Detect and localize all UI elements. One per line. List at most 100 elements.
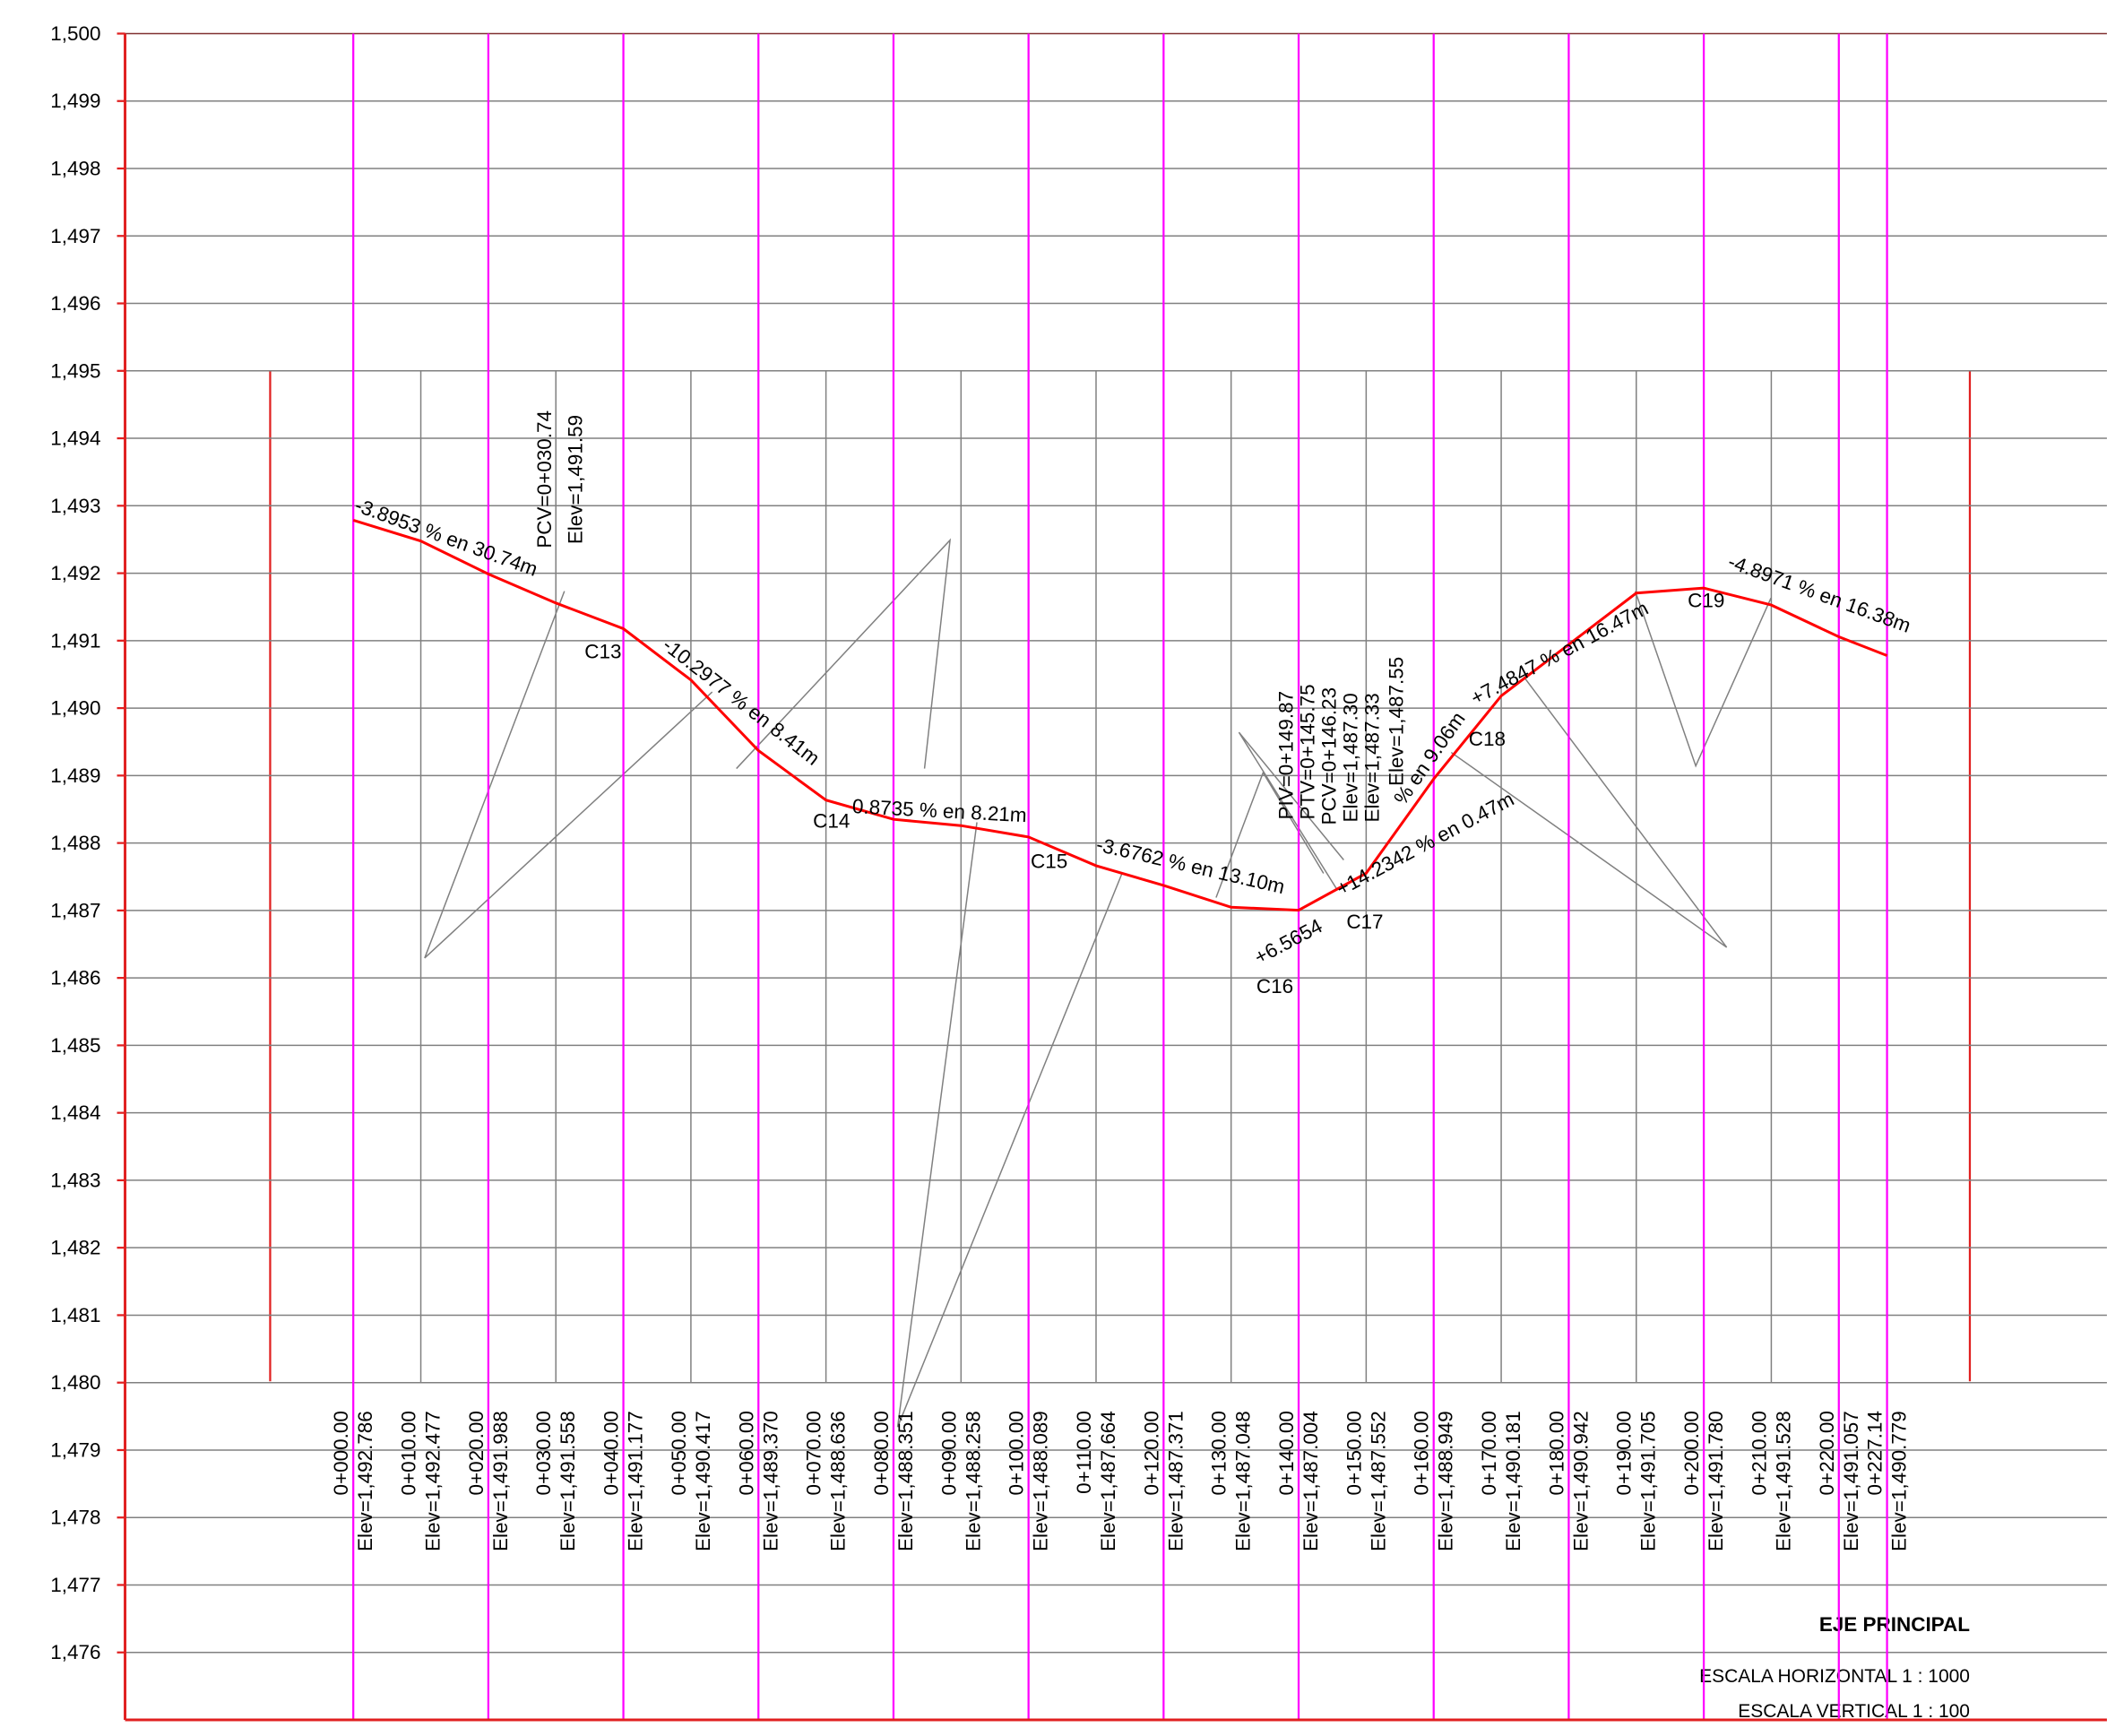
annotation: C18 [1469,728,1506,750]
annotation: +6.5654 [1250,914,1326,969]
construction-line [1238,731,1344,890]
construction-line [1634,591,1772,768]
y-tick-label: 1,482 [50,1237,100,1259]
elevation-label: Elev=1,491.528 [1772,1411,1794,1551]
y-tick-label: 1,494 [50,428,100,450]
x-tick-label: 0+140.00 [1275,1411,1298,1495]
chart-title: EJE PRINCIPAL [1819,1613,1970,1636]
x-tick-label: 0+210.00 [1748,1411,1770,1495]
scale-note: ESCALA VERTICAL 1 : 100 [1738,1701,1970,1722]
x-tick-label: 0+000.00 [330,1411,352,1495]
y-tick-label: 1,479 [50,1438,100,1461]
elevation-label: Elev=1,490.417 [692,1411,714,1551]
elevation-label: Elev=1,487.371 [1164,1411,1187,1551]
construction-line [896,822,1123,1428]
annotation: C19 [1688,590,1724,612]
y-tick-label: 1,498 [50,157,100,179]
annotation: C15 [1031,851,1067,873]
elevation-label: Elev=1,491.177 [625,1411,647,1551]
x-tick-label: 0+110.00 [1073,1411,1095,1494]
annotation: C16 [1256,975,1293,998]
elevation-label: Elev=1,491.057 [1840,1411,1862,1551]
x-tick-label: 0+120.00 [1140,1411,1162,1495]
elevation-label: Elev=1,487.048 [1232,1411,1255,1551]
elevation-label: Elev=1,490.779 [1888,1411,1911,1551]
annotation: Elev=1,491.59 [564,415,586,544]
elevation-label: Elev=1,491.780 [1705,1411,1727,1551]
profile-line [352,518,1888,912]
y-tick-label: 1,497 [50,225,100,247]
elevation-label: Elev=1,488.949 [1435,1411,1457,1551]
elevation-label: Elev=1,491.705 [1637,1411,1660,1551]
y-tick-label: 1,476 [50,1641,100,1663]
x-tick-label: 0+180.00 [1545,1411,1567,1495]
elevation-label: Elev=1,492.786 [354,1411,376,1551]
elevation-label: Elev=1,492.477 [422,1411,445,1551]
y-tick-label: 1,495 [50,359,100,382]
annotation: PIV=0+149.87 [1274,691,1297,820]
elevation-label: Elev=1,487.552 [1367,1411,1389,1551]
x-tick-label: 0+227.14 [1864,1411,1887,1495]
elevation-label: Elev=1,488.089 [1030,1411,1052,1551]
x-tick-label: 0+200.00 [1680,1411,1703,1495]
y-tick-label: 1,490 [50,697,100,720]
y-tick-label: 1,484 [50,1101,100,1124]
elevation-label: Elev=1,488.351 [894,1411,917,1551]
y-tick-label: 1,491 [50,629,100,652]
annotation: -4.8971 % en 16.38m [1725,550,1913,637]
elevation-label: Elev=1,489.370 [759,1411,781,1551]
y-tick-label: 1,480 [50,1371,100,1394]
elevation-label: Elev=1,491.558 [557,1411,579,1551]
construction-lines [424,538,1772,1428]
x-tick-label: 0+030.00 [532,1411,555,1495]
annotation: PCV=0+030.74 [533,410,556,548]
x-tick-label: 0+150.00 [1343,1411,1365,1495]
annotation: Elev=1,487.55 [1385,657,1407,786]
x-tick-label: 0+170.00 [1478,1411,1500,1495]
elevation-label: Elev=1,488.258 [962,1411,984,1551]
y-tick-label: 1,478 [50,1507,100,1529]
x-tick-label: 0+190.00 [1613,1411,1636,1495]
y-tick-label: 1,487 [50,899,100,921]
x-tick-label: 0+100.00 [1006,1411,1028,1495]
annotation: -3.8953 % en 30.74m [352,494,540,581]
annotation: PCV=0+146.23 [1317,687,1340,825]
annotation: PTV=0+145.75 [1296,684,1318,819]
construction-line [736,538,952,770]
x-tick-label: 0+160.00 [1411,1411,1433,1495]
y-tick-label: 1,496 [50,292,100,315]
annotation: 0.8735 % en 8.21m [851,795,1027,826]
y-tick-label: 1,492 [50,562,100,584]
y-tick-label: 1,486 [50,967,100,989]
x-tick-label: 0+070.00 [803,1411,825,1495]
elevation-label: Elev=1,490.942 [1569,1411,1592,1551]
y-tick-label: 1,485 [50,1034,100,1057]
x-tick-label: 0+130.00 [1208,1411,1231,1495]
construction-line [424,591,713,959]
y-tick-label: 1,481 [50,1304,100,1326]
y-tick-label: 1,493 [50,495,100,517]
y-tick-label: 1,483 [50,1169,100,1191]
construction-line [1450,678,1728,948]
x-tick-label: 0+080.00 [870,1411,893,1495]
x-tick-label: 0+010.00 [398,1411,420,1495]
y-tick-label: 1,488 [50,832,100,854]
scale-note: ESCALA HORIZONTAL 1 : 1000 [1699,1666,1970,1687]
x-tick-label: 0+220.00 [1816,1411,1838,1495]
annotation: C13 [584,641,621,663]
elevation-label: Elev=1,491.988 [489,1411,512,1551]
x-tick-label: 0+060.00 [735,1411,757,1495]
annotation: +7.4847 % en 16.47m [1467,597,1652,710]
elevation-label: Elev=1,488.636 [827,1411,850,1551]
elevation-label: Elev=1,487.664 [1097,1411,1119,1551]
y-tick-label: 1,489 [50,764,100,787]
y-tick-label: 1,499 [50,90,100,112]
annotation: Elev=1,487.30 [1339,693,1361,822]
y-tick-label: 1,500 [50,22,100,45]
x-tick-label: 0+090.00 [937,1411,960,1495]
x-tick-label: 0+040.00 [600,1411,623,1495]
elevation-label: Elev=1,490.181 [1502,1411,1524,1551]
annotation: C17 [1346,911,1383,933]
annotation: Elev=1,487.33 [1360,693,1383,822]
